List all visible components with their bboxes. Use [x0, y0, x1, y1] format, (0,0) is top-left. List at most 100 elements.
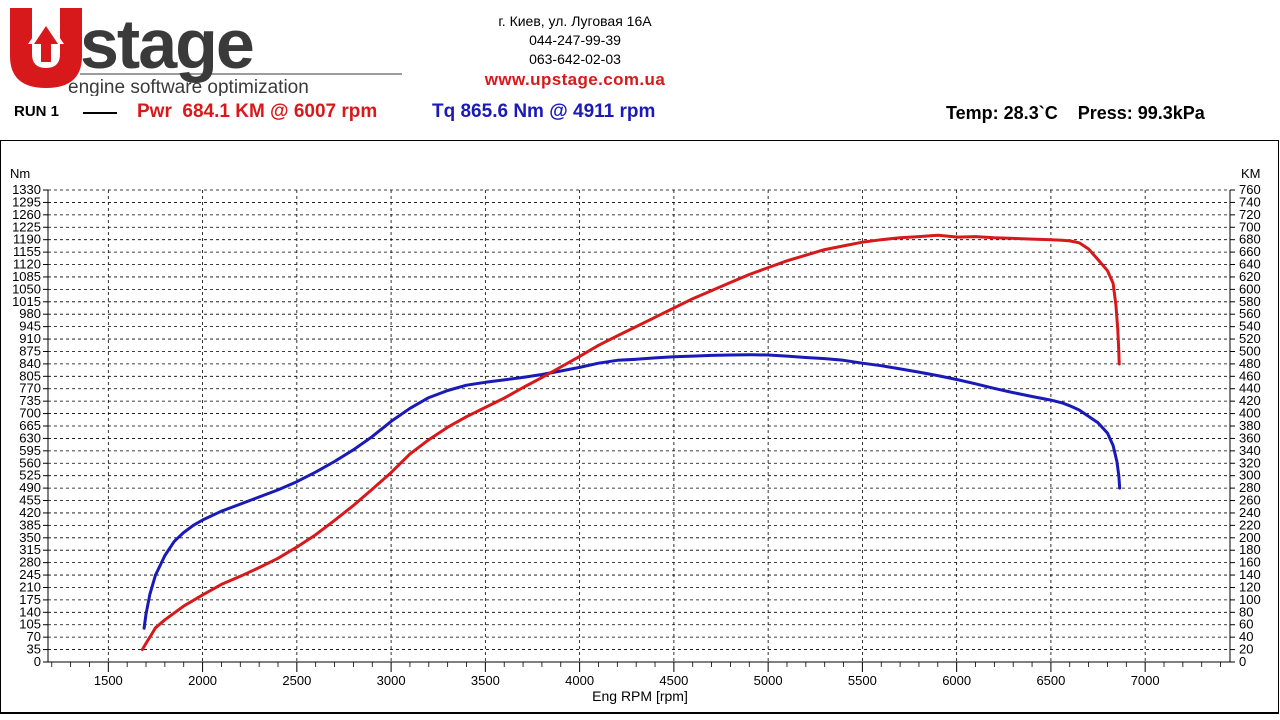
- x-tick-label: 1500: [94, 673, 123, 688]
- y-right-tick-label: 440: [1239, 381, 1261, 396]
- address: г. Киев, ул. Луговая 16А: [498, 13, 652, 29]
- y-right-tick-label: 180: [1239, 542, 1261, 557]
- y-right-tick-label: 360: [1239, 430, 1261, 445]
- y-right-tick-label: 80: [1239, 604, 1253, 619]
- y-right-tick-label: 340: [1239, 443, 1261, 458]
- x-axis: 1500 2000 2500 3000 3500 4000 4500 5000 5500 6000…: [48, 661, 1230, 688]
- y-left-tick-label: 175: [19, 592, 41, 607]
- power-curve: [140, 233, 1121, 652]
- y-left-tick-label: 665: [19, 418, 41, 433]
- y-left-tick-label: 840: [19, 356, 41, 371]
- x-tick-label: 6500: [1036, 673, 1065, 688]
- y-left-tick-label: 315: [19, 542, 41, 557]
- y-right-tick-label: 500: [1239, 343, 1261, 358]
- y-right-tick-label: 120: [1239, 579, 1261, 594]
- y-left-tick-label: 945: [19, 319, 41, 334]
- y-left-tick-label: 1330: [12, 182, 41, 197]
- grid: [48, 189, 1230, 663]
- y-left-tick-label: 805: [19, 368, 41, 383]
- y-right-tick-label: 400: [1239, 406, 1261, 421]
- x-tick-label: 2500: [282, 673, 311, 688]
- x-tick-label: 3500: [471, 673, 500, 688]
- y-left-tick-label: 1120: [13, 257, 41, 272]
- y-right-tick-label: 720: [1239, 207, 1261, 222]
- y-right-tick-label: 140: [1239, 567, 1261, 582]
- run-label: RUN 1: [14, 103, 60, 120]
- y-right-tick-label: 580: [1239, 294, 1261, 309]
- y-left-tick-label: 35: [27, 642, 41, 657]
- peak-power-readout: Pwr 684.1 KM @ 6007 rpm: [137, 101, 378, 122]
- y-right-tick-label: 420: [1239, 393, 1261, 408]
- logo-tagline: engine software optimization: [68, 77, 309, 96]
- y-left-tick-label: 525: [19, 468, 41, 483]
- y-right-tick-label: 620: [1239, 269, 1261, 284]
- y-right-tick-label: 100: [1239, 592, 1261, 607]
- run-legend-line: [83, 112, 117, 114]
- y-left-tick-label: 385: [19, 517, 41, 532]
- contact-block: г. Киев, ул. Луговая 16А 044-247-99-39 0…: [440, 12, 710, 91]
- y-left-tick-label: 245: [19, 567, 41, 582]
- peak-torque-readout: Tq 865.6 Nm @ 4911 rpm: [432, 101, 656, 122]
- y-right-tick-label: 640: [1239, 257, 1261, 272]
- y-left-tick-label: 910: [19, 331, 41, 346]
- y-right-tick-label: 480: [1239, 356, 1261, 371]
- logo-graphic: stage engine software optimization: [10, 5, 402, 98]
- x-tick-label: 5500: [848, 673, 877, 688]
- logo-word: stage: [80, 5, 253, 83]
- y-right-tick-label: 240: [1239, 505, 1261, 520]
- y-left-tick-label: 1260: [12, 207, 41, 222]
- y-left-tick-label: 1155: [13, 244, 41, 259]
- y-right-tick-label: 380: [1239, 418, 1261, 433]
- y-right-tick-label: 160: [1239, 555, 1261, 570]
- y-right-tick-label: 540: [1239, 319, 1261, 334]
- y-left-tick-label: 140: [19, 604, 41, 619]
- y-right-tick-label: 200: [1239, 530, 1261, 545]
- phone-2: 063-642-02-03: [529, 51, 621, 67]
- y-axis-left-label: Nm: [10, 166, 30, 181]
- y-left-tick-label: 1050: [12, 281, 41, 296]
- y-left-tick-label: 700: [19, 406, 41, 421]
- y-right-tick-label: 300: [1239, 468, 1261, 483]
- y-left-tick-label: 1225: [12, 219, 41, 234]
- y-left-tick-label: 1295: [12, 194, 41, 209]
- x-tick-label: 4500: [659, 673, 688, 688]
- y-right-tick-label: 220: [1239, 517, 1261, 532]
- y-right-tick-label: 760: [1239, 182, 1261, 197]
- run-summary: RUN 1 Pwr 684.1 KM @ 6007 rpm Tq 865.6 N…: [0, 100, 1280, 126]
- y-left-tick-label: 490: [19, 480, 41, 495]
- torque-curve: [142, 353, 1122, 630]
- y-right-tick-label: 40: [1239, 629, 1253, 644]
- y-right-tick-label: 60: [1239, 617, 1253, 632]
- y-left-tick-label: 280: [19, 555, 41, 570]
- x-tick-label: 4000: [565, 673, 594, 688]
- y-left-tick-label: 0: [34, 654, 41, 669]
- y-right-tick-label: 320: [1239, 455, 1261, 470]
- y-left-tick-label: 595: [19, 443, 41, 458]
- left-axis: 0357010514017521024528031535038542045549…: [12, 182, 49, 669]
- website-link[interactable]: www.upstage.com.ua: [484, 70, 666, 89]
- y-right-tick-label: 560: [1239, 306, 1261, 321]
- y-left-tick-label: 105: [19, 617, 41, 632]
- y-right-tick-label: 520: [1239, 331, 1261, 346]
- conditions-readout: Temp: 28.3`C Press: 99.3kPa: [946, 103, 1205, 123]
- y-right-tick-label: 460: [1239, 368, 1261, 383]
- y-left-tick-label: 455: [19, 493, 41, 508]
- y-right-tick-label: 600: [1239, 281, 1261, 296]
- y-left-tick-label: 770: [19, 381, 41, 396]
- y-right-tick-label: 0: [1239, 654, 1246, 669]
- right-axis: 0204060801001201401601802002202402602803…: [1229, 182, 1261, 669]
- y-right-tick-label: 20: [1239, 642, 1253, 657]
- chart-frame: [0, 140, 1279, 714]
- y-right-tick-label: 680: [1239, 232, 1261, 247]
- curves: [140, 233, 1122, 652]
- x-tick-label: 6000: [942, 673, 971, 688]
- y-left-tick-label: 420: [19, 505, 41, 520]
- y-left-tick-label: 875: [19, 343, 41, 358]
- y-right-tick-label: 660: [1239, 244, 1261, 259]
- y-left-tick-label: 630: [19, 430, 41, 445]
- x-tick-label: 3000: [377, 673, 406, 688]
- y-left-tick-label: 350: [19, 530, 41, 545]
- x-tick-label: 2000: [188, 673, 217, 688]
- y-left-tick-label: 560: [19, 455, 41, 470]
